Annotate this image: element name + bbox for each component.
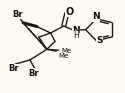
Text: O: O — [65, 7, 73, 17]
Text: H: H — [73, 31, 79, 40]
Text: Me: Me — [61, 48, 72, 54]
Text: S: S — [96, 36, 102, 45]
Text: Br: Br — [28, 69, 39, 77]
Text: N: N — [72, 26, 80, 35]
Text: Me: Me — [59, 53, 69, 59]
Text: Br: Br — [12, 10, 22, 19]
Text: Br: Br — [8, 64, 19, 73]
Text: N: N — [92, 12, 99, 21]
